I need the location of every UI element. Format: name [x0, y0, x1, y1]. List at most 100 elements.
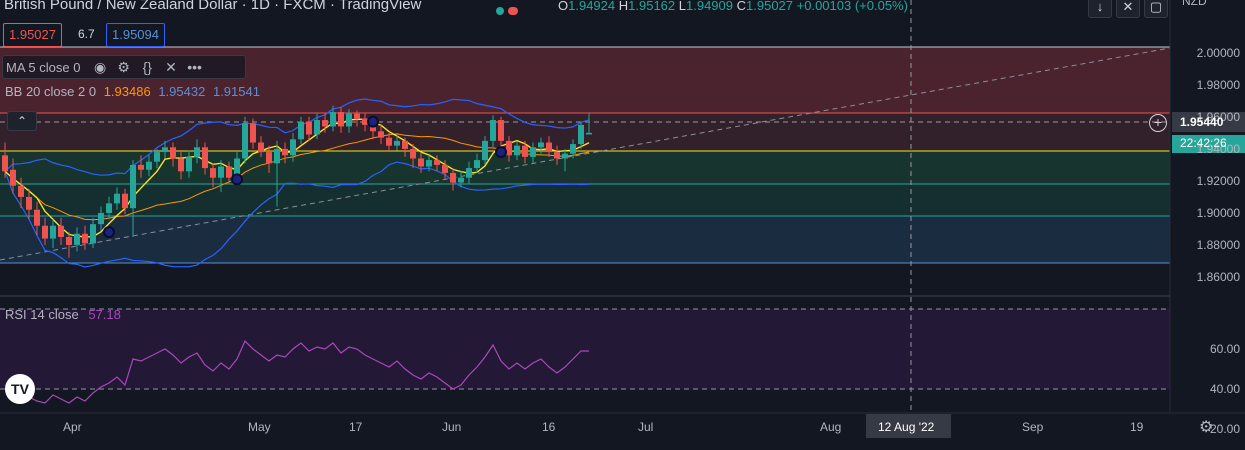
rsi-legend[interactable]: RSI 14 close 57.18	[2, 304, 124, 326]
candle	[282, 142, 288, 164]
candle	[322, 113, 328, 133]
ma-legend[interactable]: MA 5 close 0 ◉ ⚙ {} ✕ •••	[2, 55, 246, 79]
bb-upper-value: 1.95432	[158, 84, 206, 99]
candle	[578, 121, 584, 149]
time-tick: May	[248, 420, 271, 434]
bb-lower-value: 1.91541	[212, 84, 260, 99]
candle-body	[314, 120, 320, 135]
candle-body	[186, 156, 192, 172]
settings-gear-icon[interactable]: ⚙	[1199, 419, 1214, 436]
change-value: +0.00103 (+0.05%)	[796, 0, 908, 13]
candle-body	[98, 212, 104, 225]
candle	[74, 227, 80, 252]
open-label: O	[558, 0, 569, 13]
candle	[298, 116, 304, 145]
signal-marker	[367, 115, 379, 128]
arrow-down-icon[interactable]: ↓	[1088, 0, 1112, 18]
rsi-series	[4, 339, 589, 404]
price-tick: 1.88000	[1196, 237, 1240, 252]
source-code-icon[interactable]: {}	[142, 59, 152, 75]
candle-body	[354, 113, 360, 119]
rsi-tick: 20.00	[1209, 422, 1240, 436]
maximize-icon[interactable]: ▢	[1144, 0, 1168, 18]
collapse-legend-button[interactable]: ⌃	[7, 111, 37, 131]
candle-body	[34, 209, 40, 226]
candle-body	[2, 155, 8, 172]
spread-value: 6.7	[78, 27, 95, 41]
candle-body	[58, 225, 64, 237]
candle	[586, 113, 592, 135]
buy-button[interactable]: 1.95094	[106, 23, 165, 47]
rsi-band	[0, 309, 1170, 389]
candle-body	[170, 147, 176, 159]
candle	[106, 196, 112, 220]
candle-body	[226, 166, 232, 178]
time-tick: Sep	[1022, 420, 1044, 434]
candle	[82, 225, 88, 250]
close-icon[interactable]: ✕	[165, 59, 177, 75]
plus-icon[interactable]: +	[1149, 114, 1167, 132]
candle	[114, 187, 120, 210]
status-dot-icon	[496, 7, 504, 15]
time-tick: 19	[1130, 420, 1144, 434]
chevron-up-icon: ⌃	[16, 114, 28, 128]
candle-body	[410, 148, 416, 159]
candle	[354, 110, 360, 127]
candle	[346, 108, 352, 133]
candle	[18, 177, 24, 209]
candle-body	[586, 132, 592, 135]
candle	[58, 217, 64, 245]
bb-legend[interactable]: BB 20 close 2 0 1.93486 1.95432 1.91541	[2, 81, 263, 103]
candle	[402, 137, 408, 157]
candle	[546, 136, 552, 157]
candle	[186, 150, 192, 178]
candle-body	[194, 147, 200, 157]
candle	[42, 217, 48, 245]
more-icon[interactable]: •••	[187, 59, 202, 75]
time-tick: Jul	[638, 420, 654, 434]
price-tick: 1.96000	[1196, 109, 1240, 124]
candle-body	[498, 120, 504, 141]
candle-body	[82, 233, 88, 244]
sell-button[interactable]: 1.95027	[3, 23, 62, 47]
candle-body	[130, 164, 136, 209]
currency-label[interactable]: NZD	[1182, 0, 1207, 8]
candle-body	[570, 144, 576, 154]
candle	[418, 152, 424, 173]
time-tick: Jun	[442, 420, 462, 434]
candle	[506, 136, 512, 162]
countdown-box	[1172, 135, 1245, 153]
candle-body	[242, 123, 248, 159]
close-value: 1.95027	[746, 0, 794, 13]
candle-body	[322, 120, 328, 127]
candle-body	[250, 123, 256, 143]
candle-body	[418, 158, 424, 167]
close-icon[interactable]: ✕	[1116, 0, 1140, 18]
candle	[202, 142, 208, 175]
candle-body	[154, 152, 160, 162]
candle-body	[146, 161, 152, 170]
tradingview-logo-icon[interactable]: TV	[5, 374, 35, 404]
gear-icon[interactable]: ⚙	[117, 59, 130, 75]
signal-marker	[495, 146, 507, 159]
candle-body	[282, 148, 288, 156]
candle-body	[426, 160, 432, 167]
market-status-toggle[interactable]	[496, 2, 519, 20]
candle	[218, 160, 224, 193]
candle-body	[298, 121, 304, 140]
symbol-title[interactable]: British Pound / New Zealand Dollar · 1D …	[4, 0, 422, 13]
candle-body	[386, 137, 392, 146]
candle	[274, 140, 280, 207]
candle-body	[514, 145, 520, 156]
candle-body	[330, 112, 336, 127]
candle	[530, 142, 536, 164]
candle	[426, 155, 432, 172]
candle-body	[458, 177, 464, 183]
candle-body	[138, 164, 144, 170]
candle-body	[450, 172, 456, 183]
eye-icon[interactable]: ◉	[93, 59, 107, 75]
candle-body	[162, 147, 168, 153]
time-tick: 16	[542, 420, 556, 434]
candle	[290, 132, 296, 162]
